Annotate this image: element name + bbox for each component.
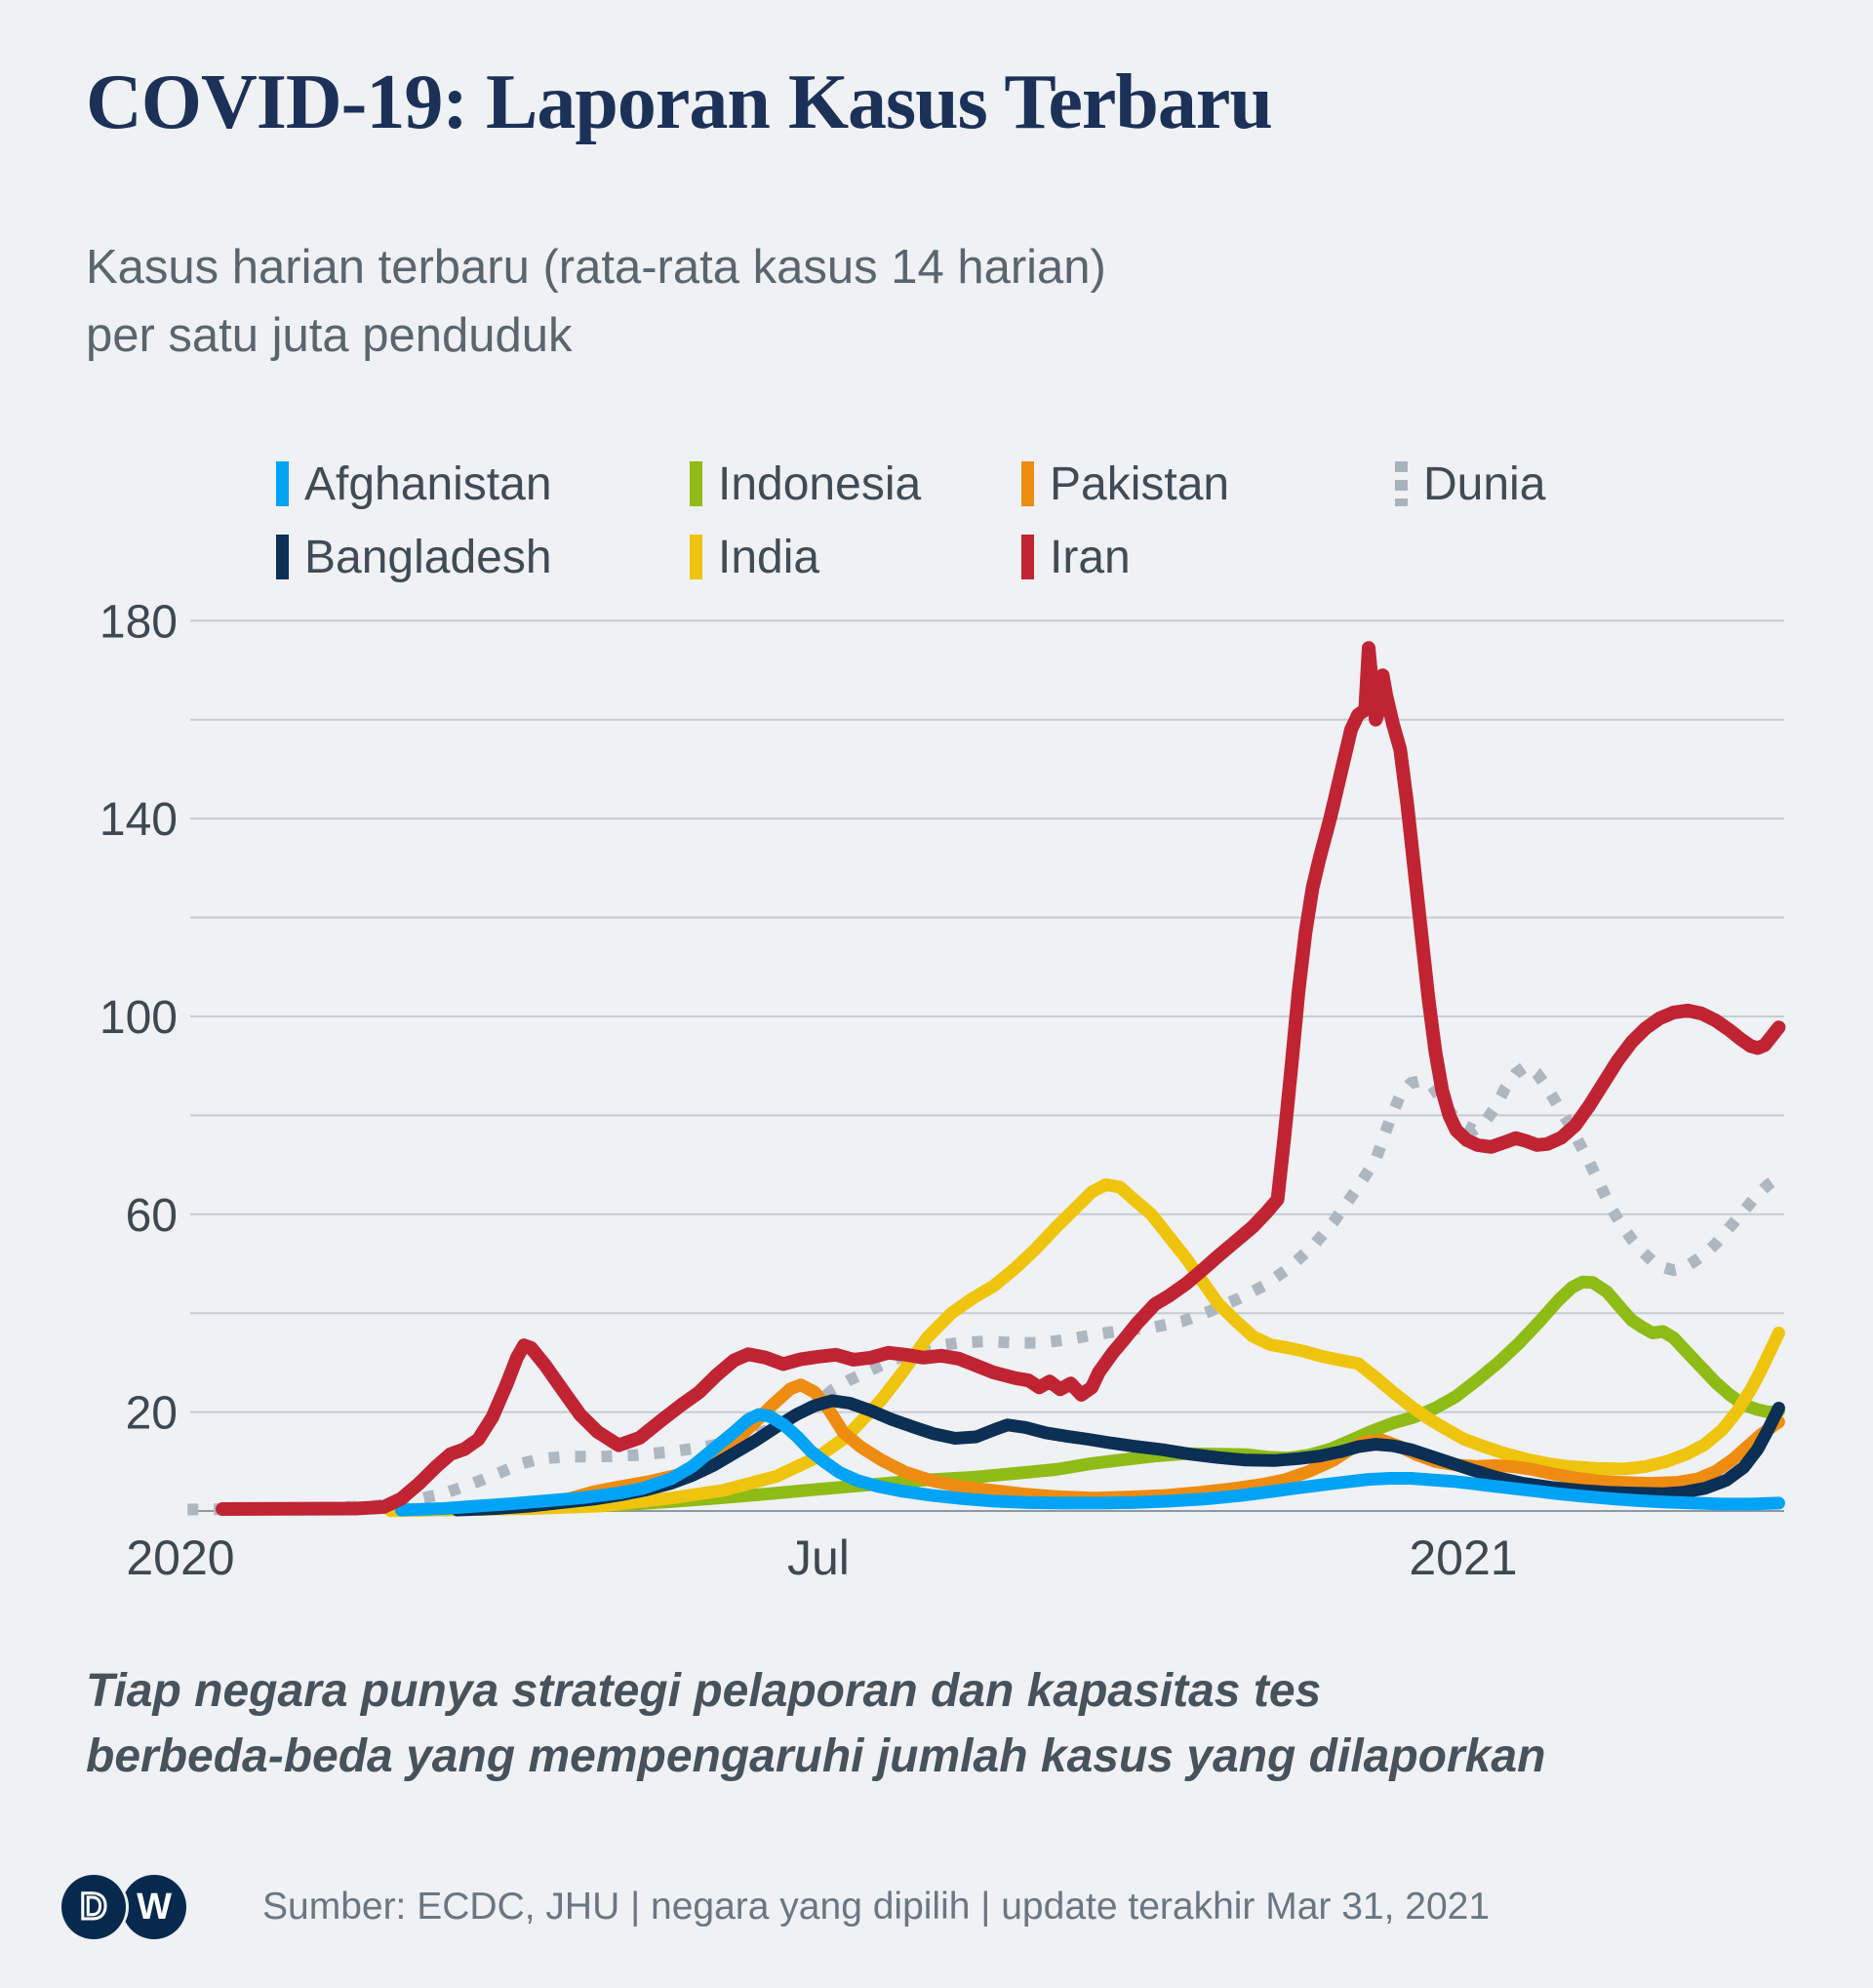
legend-swatch-bangladesh [276,535,289,579]
legend-label-pakistan: Pakistan [1050,457,1230,510]
legend-label-india: India [718,531,820,583]
x-tick-label-2020: 2020 [126,1531,234,1585]
subtitle-line-1: Kasus harian terbaru (rata-rata kasus 14… [86,241,1106,294]
legend-swatch-indonesia [690,461,702,506]
dw-logo-w-circle: W [122,1875,186,1939]
legend-item-iran: Iran [1021,532,1131,583]
dw-logo-letter-d: D [79,1885,109,1928]
page-title: COVID-19: Laporan Kasus Terbaru [86,60,1273,145]
legend-item-afghanistan: Afghanistan [276,458,552,510]
legend-item-indonesia: Indonesia [690,458,921,510]
y-tick-label-140: 140 [100,794,178,846]
legend-item-pakistan: Pakistan [1021,458,1229,510]
legend-item-dunia: Dunia [1395,458,1545,510]
legend-item-bangladesh: Bangladesh [276,532,552,583]
source-bar: D W Sumber: ECDC, JHU | negara yang dipi… [61,1875,1817,1939]
y-tick-label-20: 20 [126,1388,178,1440]
dw-logo-letter-w: W [137,1886,172,1928]
y-tick-label-100: 100 [100,992,178,1044]
legend-swatch-pakistan [1021,461,1034,506]
legend-swatch-afghanistan [276,461,289,506]
x-tick-label-2021: 2021 [1409,1531,1517,1585]
footnote-line-2: berbeda-beda yang mempengaruhi jumlah ka… [86,1730,1546,1783]
dw-logo-d-circle: D [61,1875,126,1939]
x-tick-label-Jul: Jul [787,1531,850,1585]
source-text: Sumber: ECDC, JHU | negara yang dipilih … [262,1886,1491,1928]
legend-label-iran: Iran [1050,531,1131,583]
legend-label-indonesia: Indonesia [718,457,922,510]
legend-swatch-iran [1021,535,1034,579]
series-line-afghanistan [394,1408,1785,1517]
y-tick-label-180: 180 [100,596,178,648]
legend-swatch-dunia [1395,461,1408,506]
legend-label-dunia: Dunia [1423,457,1546,510]
subtitle-line-2: per satu juta penduduk [86,308,573,362]
legend-label-afghanistan: Afghanistan [304,457,552,510]
footnote-line-1: Tiap negara punya strategi pelaporan dan… [86,1665,1322,1717]
series-line-iran [216,641,1786,1516]
legend-swatch-india [690,535,702,579]
footnote: Tiap negara punya strategi pelaporan dan… [86,1658,1545,1789]
legend-item-india: India [690,532,819,583]
chart-subtitle: Kasus harian terbaru (rata-rata kasus 14… [86,234,1106,370]
legend-label-bangladesh: Bangladesh [304,531,552,583]
y-tick-label-60: 60 [126,1190,178,1242]
dw-logo: D W [61,1875,186,1939]
